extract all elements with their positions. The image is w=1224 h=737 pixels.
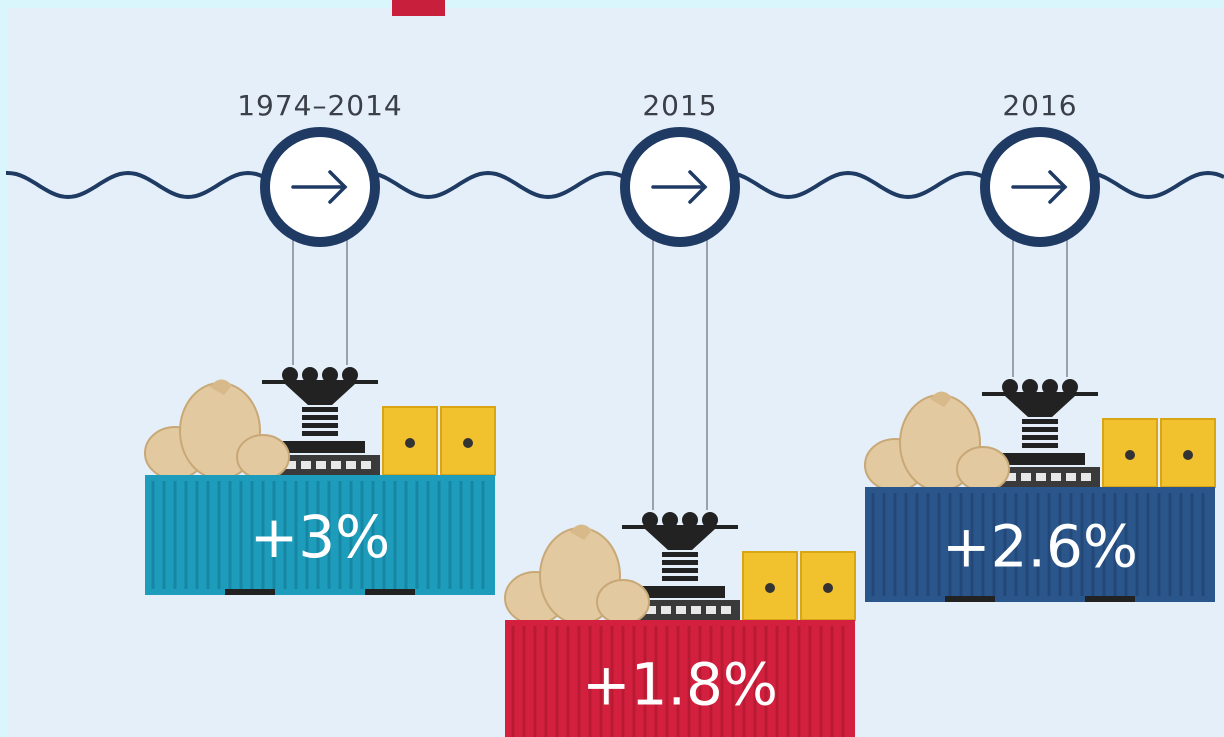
hook-wheel	[702, 512, 718, 528]
hook-coil	[302, 407, 338, 412]
cargo-window	[1036, 473, 1046, 481]
cargo-window	[1021, 473, 1031, 481]
cargo-window	[346, 461, 356, 469]
hook-bar	[622, 525, 738, 529]
hook-wheel	[662, 512, 678, 528]
top-border	[0, 0, 1224, 8]
cargo-window	[721, 606, 731, 614]
cargo-window	[1051, 473, 1061, 481]
sack	[597, 580, 649, 624]
hook-bar	[262, 380, 378, 384]
hook-wheel	[1022, 379, 1038, 395]
hook-coil	[662, 560, 698, 565]
cargo-window	[301, 461, 311, 469]
hook-wheel	[682, 512, 698, 528]
barrel-dot	[823, 583, 833, 593]
sack	[237, 435, 289, 479]
hook-wheel	[1062, 379, 1078, 395]
hook-wheel	[302, 367, 318, 383]
hook-wheel	[1042, 379, 1058, 395]
container-foot	[365, 589, 415, 595]
hook-wheel	[1002, 379, 1018, 395]
cargo-window	[1081, 473, 1091, 481]
sack	[957, 447, 1009, 491]
cargo-window	[706, 606, 716, 614]
period-label: 2016	[1002, 89, 1077, 122]
period-label: 1974–2014	[237, 89, 403, 122]
container-foot	[1085, 596, 1135, 602]
hook-wheel	[322, 367, 338, 383]
hook-coil	[662, 568, 698, 573]
percent-label: +1.8%	[582, 651, 778, 719]
hook-coil	[1022, 427, 1058, 432]
cargo-window	[361, 461, 371, 469]
hook-coil	[662, 576, 698, 581]
barrel-dot	[463, 438, 473, 448]
hook-coil	[1022, 419, 1058, 424]
red-tab	[392, 0, 445, 16]
hook-coil	[662, 552, 698, 557]
container-foot	[225, 589, 275, 595]
hook-coil	[302, 415, 338, 420]
container-foot	[945, 596, 995, 602]
infographic: +3% 1974–2014 +1.8% 2015 +2.6% 2016	[0, 0, 1224, 737]
hook-coil	[1022, 435, 1058, 440]
hook-coil	[302, 431, 338, 436]
hook-coil	[1022, 443, 1058, 448]
percent-label: +3%	[250, 503, 391, 571]
hook-wheel	[282, 367, 298, 383]
cargo-window	[676, 606, 686, 614]
cargo-window	[316, 461, 326, 469]
cargo-window	[661, 606, 671, 614]
hook-wheel	[342, 367, 358, 383]
left-border	[0, 0, 8, 737]
barrel-dot	[765, 583, 775, 593]
hook-wheel	[642, 512, 658, 528]
cargo-window	[331, 461, 341, 469]
cargo-window	[1066, 473, 1076, 481]
barrel-dot	[1125, 450, 1135, 460]
period-label: 2015	[642, 89, 717, 122]
hook-coil	[302, 423, 338, 428]
barrel-dot	[405, 438, 415, 448]
hook-bar	[982, 392, 1098, 396]
cargo-window	[691, 606, 701, 614]
barrel-dot	[1183, 450, 1193, 460]
percent-label: +2.6%	[942, 513, 1138, 581]
